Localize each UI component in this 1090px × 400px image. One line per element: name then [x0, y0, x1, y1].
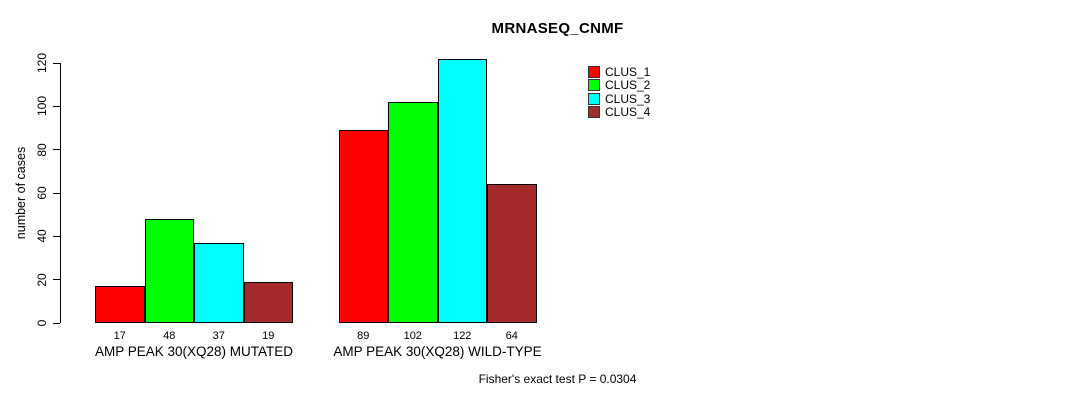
y-axis-tick-label: 0: [35, 319, 49, 327]
y-axis-tick-label: 60: [35, 186, 49, 200]
legend-swatch-clus-4: [588, 106, 600, 119]
y-axis-tick-label: 40: [35, 229, 49, 244]
legend-label: CLUS_4: [605, 105, 651, 120]
bar-value-label: 48: [163, 330, 176, 342]
legend-label: CLUS_1: [605, 64, 651, 79]
bar-clus-2-group-1: [144, 219, 194, 323]
bar-value-label: 37: [212, 330, 225, 342]
legend: CLUS_1 CLUS_2 CLUS_3 CLUS_4: [588, 65, 650, 119]
y-axis-tick-label: 80: [35, 142, 49, 157]
bar-value-label: 102: [403, 330, 422, 342]
bar-clus-3-group-2: [437, 58, 487, 323]
bar-clus-3-group-1: [194, 242, 244, 323]
stat-note: Fisher's exact test P = 0.0304: [478, 372, 637, 386]
legend-swatch-clus-2: [588, 79, 600, 92]
y-axis-tick: [53, 192, 60, 194]
y-axis-tick: [53, 149, 60, 151]
bar-value-label: 122: [453, 330, 472, 342]
y-axis-tick-label: 100: [35, 96, 49, 117]
y-axis-tick-label: 120: [35, 52, 49, 74]
legend-swatch-clus-3: [588, 92, 600, 105]
bar-clus-1-group-2: [338, 130, 388, 323]
legend-item: CLUS_2: [588, 78, 651, 93]
bar-value-label: 19: [262, 330, 275, 342]
bar-value-label: 64: [505, 330, 518, 342]
y-axis-tick: [53, 235, 60, 237]
legend-swatch-clus-1: [588, 65, 600, 78]
bar-value-label: 89: [357, 330, 370, 342]
legend-label: CLUS_2: [605, 78, 651, 93]
legend-item: CLUS_3: [588, 92, 650, 106]
y-axis-line: [60, 63, 61, 323]
y-axis-tick-label: 20: [35, 272, 49, 287]
x-group-label: AMP PEAK 30(XQ28) MUTATED: [94, 344, 294, 359]
x-group-label: AMP PEAK 30(XQ28) WILD-TYPE: [333, 344, 542, 359]
y-axis-tick: [53, 62, 60, 64]
bar-clus-4-group-1: [243, 281, 293, 323]
bar-clus-4-group-2: [487, 184, 537, 323]
legend-item: CLUS_4: [588, 105, 651, 120]
bar-clus-1-group-1: [95, 286, 145, 323]
y-axis-tick: [53, 279, 60, 281]
y-axis-label: number of cases: [14, 146, 28, 240]
y-axis-tick: [53, 105, 60, 107]
chart-title: MRNASEQ_CNMF: [491, 20, 624, 37]
bar-value-label: 17: [113, 330, 126, 342]
y-axis-tick: [53, 322, 60, 324]
bar-clus-2-group-2: [388, 102, 438, 323]
legend-label: CLUS_3: [605, 91, 651, 106]
legend-item: CLUS_1: [588, 65, 650, 79]
